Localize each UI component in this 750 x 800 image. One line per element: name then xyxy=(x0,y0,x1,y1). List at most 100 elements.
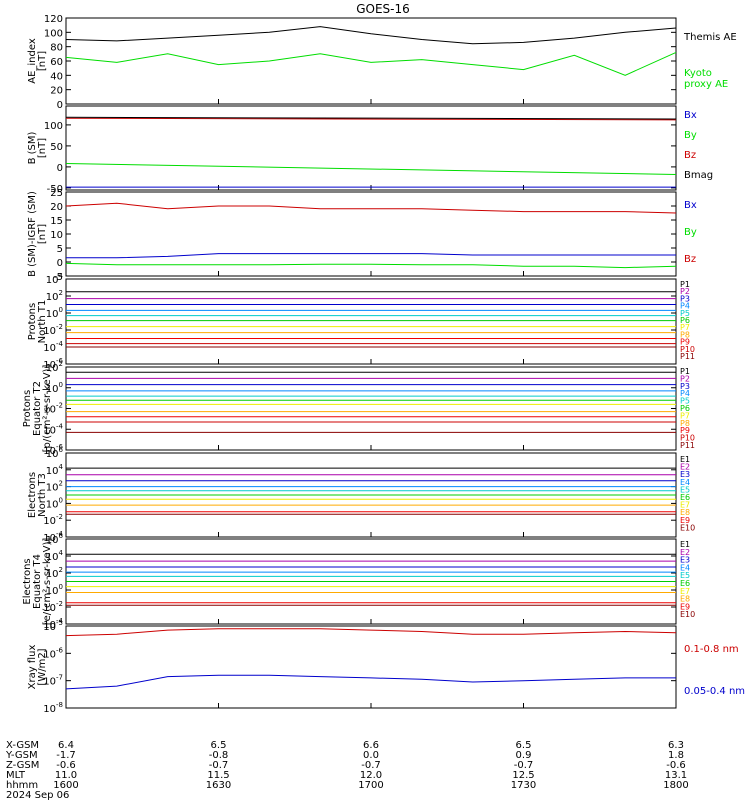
y-tick-label: 0 xyxy=(57,163,63,174)
y-tick-label: 0 xyxy=(57,258,63,269)
legend-entry: By xyxy=(684,130,697,141)
legend-entry: E8 xyxy=(680,508,690,517)
y-tick-label: 40 xyxy=(50,71,63,82)
legend-entry: 0.05-0.4 nm xyxy=(684,686,745,697)
legend-entry: E8 xyxy=(680,595,690,604)
legend-entry: P1 xyxy=(680,280,690,289)
legend-entry: E2 xyxy=(680,463,690,472)
series-line xyxy=(66,253,676,259)
legend-entry: P3 xyxy=(680,294,690,303)
y-axis-label: ElectronsNorth T3 xyxy=(27,472,48,518)
legend-entry: P10 xyxy=(680,434,695,443)
legend-entry: P10 xyxy=(680,345,695,354)
ephemeris-value: 6.5 xyxy=(211,740,227,751)
y-tick-label: 100 xyxy=(46,306,63,320)
ephemeris-value: 1600 xyxy=(53,780,78,791)
legend-entry: 0.1-0.8 nm xyxy=(684,644,739,655)
ephemeris-value: -0.7 xyxy=(209,760,229,771)
ephemeris-value: 11.0 xyxy=(55,770,77,781)
y-tick-label: 100 xyxy=(46,496,63,510)
ephemeris-label: 2024 Sep 06 xyxy=(6,790,69,800)
y-tick-label: 15 xyxy=(50,216,63,227)
y-tick-label: 104 xyxy=(46,272,64,286)
legend-entry: P4 xyxy=(680,389,690,398)
y-tick-label: 20 xyxy=(50,202,63,213)
y-tick-label: 60 xyxy=(50,57,63,68)
panel-3: -5 0 5 10 15 20 25B (SM)-IGRF (SM)[nT] Bx By Bz xyxy=(27,188,697,283)
y-tick-label: 50 xyxy=(50,142,63,153)
legend-entry: P11 xyxy=(680,352,695,361)
legend-entry: P9 xyxy=(680,426,690,435)
ephemeris-label: hhmm xyxy=(6,780,38,791)
legend-entry: Kyoto proxy AE xyxy=(684,68,728,90)
legend-entry: Bmag xyxy=(684,170,713,181)
legend-entry: E2 xyxy=(680,548,690,557)
plot-title: GOES-16 xyxy=(356,2,410,16)
panel-frame xyxy=(65,17,677,105)
legend-entry: P7 xyxy=(680,411,690,420)
legend-entry: P6 xyxy=(680,316,690,325)
ephemeris-value: 12.5 xyxy=(512,770,534,781)
legend-entry: P9 xyxy=(680,338,690,347)
y-tick-label: 102 xyxy=(46,480,63,494)
ephemeris-value: -0.7 xyxy=(361,760,381,771)
series-line xyxy=(65,26,677,45)
legend-entry: E7 xyxy=(680,501,690,510)
series-line xyxy=(65,117,677,121)
y-tick-label: 104 xyxy=(46,463,64,477)
legend-entry: E6 xyxy=(680,579,690,588)
legend-entry: Bz xyxy=(684,254,696,265)
legend-entry: P4 xyxy=(680,302,690,311)
ephemeris-value: 0.0 xyxy=(363,750,379,761)
y-tick-label: 80 xyxy=(50,43,63,54)
series-line xyxy=(65,674,676,690)
y-axis-label: ProtonsNorth T1 xyxy=(27,300,48,344)
panel-1: 0 20 40 60 80 100 120 AE_index[nT] Themis AE Kyot… xyxy=(27,14,737,111)
y-tick-label: 106 xyxy=(46,446,64,460)
legend-entry: P5 xyxy=(680,309,690,318)
ephemeris-value: 0.9 xyxy=(516,750,532,761)
legend-entry: Themis AE xyxy=(683,32,737,43)
series-line xyxy=(65,116,677,120)
series-line xyxy=(65,262,677,269)
ephemeris-label: MLT xyxy=(6,770,26,781)
legend-entry: P2 xyxy=(680,287,690,296)
legend-entry: P1 xyxy=(680,367,690,376)
panel-frame xyxy=(65,625,677,709)
y-axis-label: B (SM)[nT] xyxy=(27,131,48,164)
series-line xyxy=(65,628,677,637)
legend-entry: By xyxy=(684,227,697,238)
ephemeris-value: 1.8 xyxy=(668,750,684,761)
y-tick-label: 5 xyxy=(57,244,63,255)
ephemeris-value: -0.6 xyxy=(666,760,686,771)
series-line xyxy=(65,51,677,76)
legend-entry: P8 xyxy=(680,330,690,339)
y-tick-label: 0 xyxy=(57,100,63,111)
legend-entry: E5 xyxy=(680,571,690,580)
y-tick-label: 120 xyxy=(44,14,63,25)
legend-entry: E4 xyxy=(680,563,690,572)
ephemeris-label: Z-GSM xyxy=(6,760,39,771)
y-tick-label: 100 xyxy=(44,121,63,132)
y-tick-label: 10 xyxy=(50,230,63,241)
y-tick-label: 100 xyxy=(44,28,63,39)
legend-entry: Bz xyxy=(684,150,696,161)
y-tick-label: -50 xyxy=(47,184,63,195)
legend-entry: P5 xyxy=(680,397,690,406)
ephemeris-value: 12.0 xyxy=(360,770,382,781)
legend-entry: E3 xyxy=(680,556,690,565)
legend-entry: E5 xyxy=(680,485,690,494)
ephemeris-value: 1700 xyxy=(358,780,383,791)
y-tick-label: 25 xyxy=(50,188,63,199)
ephemeris-value: 11.5 xyxy=(207,770,229,781)
ephemeris-value: 13.1 xyxy=(665,770,687,781)
ephemeris-label: Y-GSM xyxy=(5,750,38,761)
legend-entry: P11 xyxy=(680,441,695,450)
series-line xyxy=(65,202,677,214)
ephemeris-value: 6.5 xyxy=(516,740,532,751)
ephemeris-value: 6.6 xyxy=(363,740,379,751)
